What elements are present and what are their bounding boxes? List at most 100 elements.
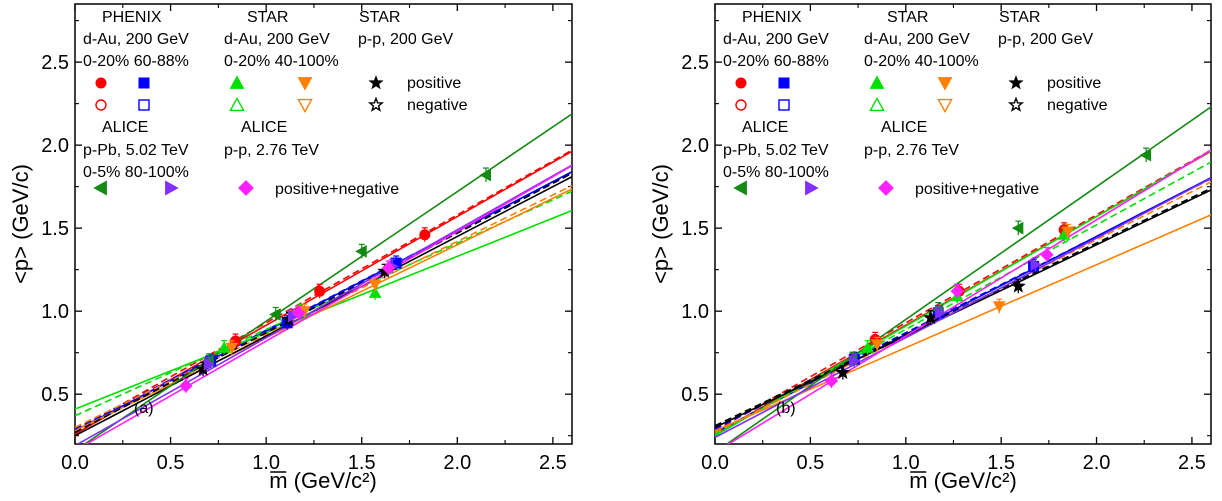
legend-marker <box>297 77 313 91</box>
legend-marker <box>229 96 245 112</box>
data-point <box>861 341 874 353</box>
legend-marker <box>229 75 245 89</box>
legend-marker <box>138 99 150 111</box>
legend-text: ALICE <box>241 119 287 136</box>
legend-text: ALICE <box>742 119 788 136</box>
legend-marker <box>138 77 150 89</box>
legend-text: STAR <box>999 9 1040 26</box>
legend-marker <box>937 77 953 91</box>
legend-text: negative <box>407 97 468 114</box>
fit-line-dashed <box>715 187 1211 427</box>
data-points <box>824 147 1152 388</box>
data-point <box>381 261 396 275</box>
legend-text: 0-20% 60-88% <box>723 53 829 70</box>
legend-text: d-Au, 200 GeV <box>224 31 330 48</box>
fit-line <box>76 164 572 444</box>
data-point <box>1010 278 1026 293</box>
axis-ticks: 0.0 0.5 1.0 1.5 2.0 2.5 0.5 1.0 1.5 2.0 2.5 <box>41 4 572 474</box>
y-tick-label: 0.5 <box>41 384 69 406</box>
x-tick-label: 2.5 <box>539 452 567 474</box>
x-axis-label-text: m (GeV/c²) <box>269 468 377 493</box>
x-tick-label: 0.5 <box>157 452 185 474</box>
data-point <box>291 306 306 320</box>
legend-text: d-Au, 200 GeV <box>864 31 970 48</box>
legend-text: 0-5% 80-100% <box>723 164 829 181</box>
data-point <box>203 357 216 371</box>
legend-marker <box>733 180 747 196</box>
data-point <box>1061 226 1075 239</box>
legend-marker <box>869 96 885 112</box>
legend-marker <box>869 75 885 89</box>
data-point <box>314 285 326 297</box>
legend-text: p-Pb, 5.02 TeV <box>83 142 189 159</box>
x-tick-label: 0.0 <box>61 452 89 474</box>
x-axis-label: m (GeV/c²) <box>269 468 377 493</box>
data-point <box>1040 248 1054 262</box>
legend-marker <box>878 180 894 196</box>
y-axis-label: <p> (GeV/c) <box>8 164 33 284</box>
data-point <box>368 279 382 292</box>
plot-frame <box>714 3 1212 445</box>
x-axis-label: m (GeV/c²) <box>909 468 1017 493</box>
legend-text: PHENIX <box>102 9 162 26</box>
legend-marker <box>95 77 107 89</box>
y-tick-label: 2.0 <box>681 135 709 157</box>
x-tick-label: 1.0 <box>252 452 280 474</box>
data-point <box>870 339 884 351</box>
data-point <box>355 245 367 258</box>
x-tick-label: 2.0 <box>1083 452 1111 474</box>
fit-line <box>75 188 572 432</box>
x-tick-label: 1.5 <box>348 452 376 474</box>
x-axis-label-text: m (GeV/c²) <box>909 468 1017 493</box>
data-point <box>849 354 861 368</box>
legend-marker <box>367 96 385 112</box>
legend: PHENIX d-Au, 200 GeV 0-20% 60-88% STAR d-Au,… <box>723 9 1108 198</box>
panel-a: 0.0 0.5 1.0 1.5 2.0 2.5 0.5 1.0 1.5 2.0 2.5 PHENIX… <box>8 3 573 493</box>
legend-marker <box>1007 96 1025 112</box>
panel-label: (b) <box>776 400 796 417</box>
panel-b: 0.0 0.5 1.0 1.5 2.0 2.5 0.5 1.0 1.5 2.0 2.5 PHENIX… <box>648 3 1212 493</box>
y-axis-label: <p> (GeV/c) <box>648 164 673 284</box>
data-point <box>935 306 947 320</box>
legend-text: 0-20% 40-100% <box>224 53 339 70</box>
panel-label: (a) <box>134 400 154 417</box>
fit-line-dashed <box>75 149 572 432</box>
legend-marker <box>238 180 254 196</box>
legend-text: p-p, 2.76 TeV <box>864 142 959 159</box>
y-tick-label: 0.5 <box>681 384 709 406</box>
data-point <box>179 379 193 393</box>
legend-marker <box>805 180 819 196</box>
axis-ticks: 0.0 0.5 1.0 1.5 2.0 2.5 0.5 1.0 1.5 2.0 2.5 <box>681 4 1211 474</box>
data-point <box>269 308 281 321</box>
y-tick-label: 2.0 <box>41 135 69 157</box>
data-point <box>225 342 239 355</box>
legend-text: STAR <box>247 9 288 26</box>
legend-text: p-p, 200 GeV <box>358 31 454 48</box>
legend-marker <box>778 99 790 111</box>
legend-marker <box>368 75 384 90</box>
legend-text: 0-5% 80-100% <box>83 164 189 181</box>
x-tick-label: 2.0 <box>443 452 471 474</box>
legend-marker <box>1008 75 1024 90</box>
fit-line <box>715 177 1211 439</box>
legend-marker <box>778 77 790 89</box>
legend-marker <box>735 77 747 89</box>
legend: PHENIX d-Au, 200 GeV 0-20% 60-88% STAR d-Au,… <box>83 9 468 198</box>
legend-marker <box>297 98 313 114</box>
data-point <box>479 168 491 182</box>
data-points <box>179 167 491 393</box>
data-point <box>824 374 839 388</box>
legend-text: 0-20% 40-100% <box>864 53 979 70</box>
legend-text: ALICE <box>102 119 148 136</box>
legend-text: p-Pb, 5.02 TeV <box>723 142 829 159</box>
legend-text: negative <box>1047 97 1108 114</box>
legend-text: positive <box>1047 75 1101 92</box>
y-tick-label: 1.5 <box>41 218 69 240</box>
data-point <box>950 284 964 298</box>
y-tick-label: 1.0 <box>41 301 69 323</box>
y-tick-label: 1.5 <box>681 218 709 240</box>
legend-marker <box>165 180 179 196</box>
legend-text: PHENIX <box>742 9 802 26</box>
data-point <box>992 301 1006 313</box>
legend-text: positive+negative <box>275 181 399 198</box>
